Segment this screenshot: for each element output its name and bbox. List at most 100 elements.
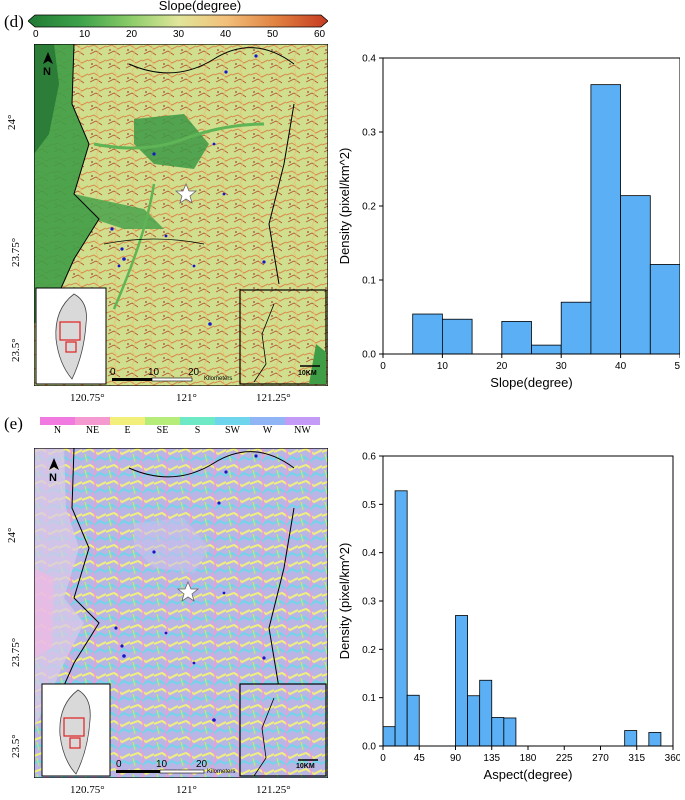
lat-label: 23.75° <box>10 237 22 267</box>
aspect-histogram: 0 45 90 135 180 225 270 315 360 0.0 0.1 0.2 0.3 0.4 0.… <box>337 452 680 783</box>
aspect-legend-item: SW <box>215 417 250 441</box>
x-tick-label: 50 <box>674 361 680 372</box>
histogram-bar <box>648 732 662 747</box>
aspect-legend-item: W <box>250 417 285 441</box>
scale-unit: Kilometers <box>204 376 233 382</box>
cb-tick: 30 <box>173 29 185 40</box>
x-tick-label: 270 <box>592 753 609 764</box>
y-tick-label: 0.0 <box>362 350 376 361</box>
cb-tick: 60 <box>314 29 326 40</box>
aspect-legend-item: NW <box>285 417 320 441</box>
lon-label: 121° <box>176 392 197 404</box>
y-axis-label: Density (pixel/km^2) <box>337 543 352 660</box>
legend-label: N <box>53 425 62 436</box>
lat-label: 23.75° <box>10 637 22 667</box>
histogram-bar <box>406 694 420 747</box>
histogram-bar <box>590 84 621 355</box>
y-tick-label: 0.4 <box>362 548 376 559</box>
legend-swatch <box>250 417 285 425</box>
lat-label: 23.5° <box>10 338 22 362</box>
lat-label: 24° <box>6 527 18 543</box>
y-tick-label: 0.1 <box>362 276 376 287</box>
scale-label: 20 <box>188 367 200 378</box>
y-tick-label: 0.3 <box>362 597 376 608</box>
aspect-legend: N NE E SE S SW W NW <box>40 417 320 441</box>
x-tick-label: 135 <box>483 753 500 764</box>
scale-label: 10 <box>148 367 160 378</box>
y-tick-label: 0.3 <box>362 128 376 139</box>
legend-label: NE <box>85 425 100 436</box>
panel-e-label: (e) <box>4 414 23 433</box>
histogram-bar <box>394 490 408 747</box>
scale-label: 0 <box>110 367 116 378</box>
y-tick-label: 0.2 <box>362 202 376 213</box>
north-label: N <box>43 66 51 78</box>
y-tick-label: 0.5 <box>362 500 376 511</box>
x-tick-label: 315 <box>628 753 645 764</box>
x-tick-label: 30 <box>556 361 568 372</box>
legend-swatch <box>40 417 75 425</box>
histogram-bar <box>560 301 592 355</box>
aspect-map <box>34 448 328 778</box>
cb-tick: 40 <box>220 29 232 40</box>
lon-label: 121.25° <box>256 392 291 404</box>
slope-histogram: 0 10 20 30 40 50 0.0 0.1 0.2 0.3 0.4 Slope(degree) D… <box>337 54 680 390</box>
slope-colorbar-ticks: 0 10 20 30 40 50 60 <box>33 29 326 41</box>
histogram-bar <box>467 695 481 747</box>
legend-swatch <box>110 417 145 425</box>
x-axis-label: Slope(degree) <box>490 375 572 390</box>
lat-label: 23.5° <box>10 734 22 758</box>
lon-label: 121.25° <box>256 784 291 796</box>
histogram-bar <box>624 730 638 747</box>
y-tick-label: 0.4 <box>362 54 376 65</box>
scale-label: 0 <box>116 759 122 770</box>
slope-colorbar <box>28 14 328 28</box>
legend-swatch <box>180 417 215 425</box>
lon-label: 120.75° <box>70 392 105 404</box>
aspect-legend-item: E <box>110 417 145 441</box>
histogram-bar <box>531 344 562 355</box>
y-axis-label: Density (pixel/km^2) <box>337 148 352 265</box>
slope-colorbar-title: Slope(degree) <box>158 0 242 13</box>
histogram-bar <box>442 318 473 355</box>
north-label: N <box>49 472 57 484</box>
cb-tick: 10 <box>79 29 91 40</box>
x-tick-label: 45 <box>414 753 426 764</box>
legend-swatch <box>145 417 180 425</box>
y-tick-label: 0.1 <box>362 693 376 704</box>
x-tick-label: 40 <box>615 361 627 372</box>
legend-swatch <box>75 417 110 425</box>
legend-label: SE <box>156 425 169 436</box>
x-tick-label: 20 <box>496 361 508 372</box>
inset-scale-label: 10KM <box>296 763 315 770</box>
histogram-bar <box>503 717 517 747</box>
legend-swatch <box>215 417 250 425</box>
lat-label: 24° <box>6 114 18 130</box>
x-tick-label: 0 <box>380 361 386 372</box>
x-tick-label: 0 <box>380 753 386 764</box>
scale-label: 20 <box>196 759 208 770</box>
aspect-legend-item: N <box>40 417 75 441</box>
x-tick-label: 180 <box>520 753 537 764</box>
histogram-bar <box>649 264 680 355</box>
histogram-bar <box>479 679 493 747</box>
histogram-bar <box>501 321 532 355</box>
scale-unit: Kilometers <box>207 769 236 775</box>
histogram-bar <box>382 726 396 747</box>
histogram-bar <box>491 717 505 747</box>
y-tick-label: 0.6 <box>362 452 376 463</box>
lon-label: 121° <box>176 784 197 796</box>
cb-tick: 50 <box>267 29 279 40</box>
x-tick-label: 90 <box>450 753 462 764</box>
legend-label: W <box>262 425 273 436</box>
lon-label: 120.75° <box>70 784 105 796</box>
legend-label: NW <box>294 425 311 436</box>
cb-tick: 20 <box>126 29 138 40</box>
aspect-legend-item: S <box>180 417 215 441</box>
panel-d-label: (d) <box>4 12 24 31</box>
y-tick-label: 0.0 <box>362 742 376 753</box>
aspect-legend-item: SE <box>145 417 180 441</box>
legend-label: E <box>124 425 131 436</box>
legend-swatch <box>285 417 320 425</box>
x-axis-label: Aspect(degree) <box>484 767 573 782</box>
